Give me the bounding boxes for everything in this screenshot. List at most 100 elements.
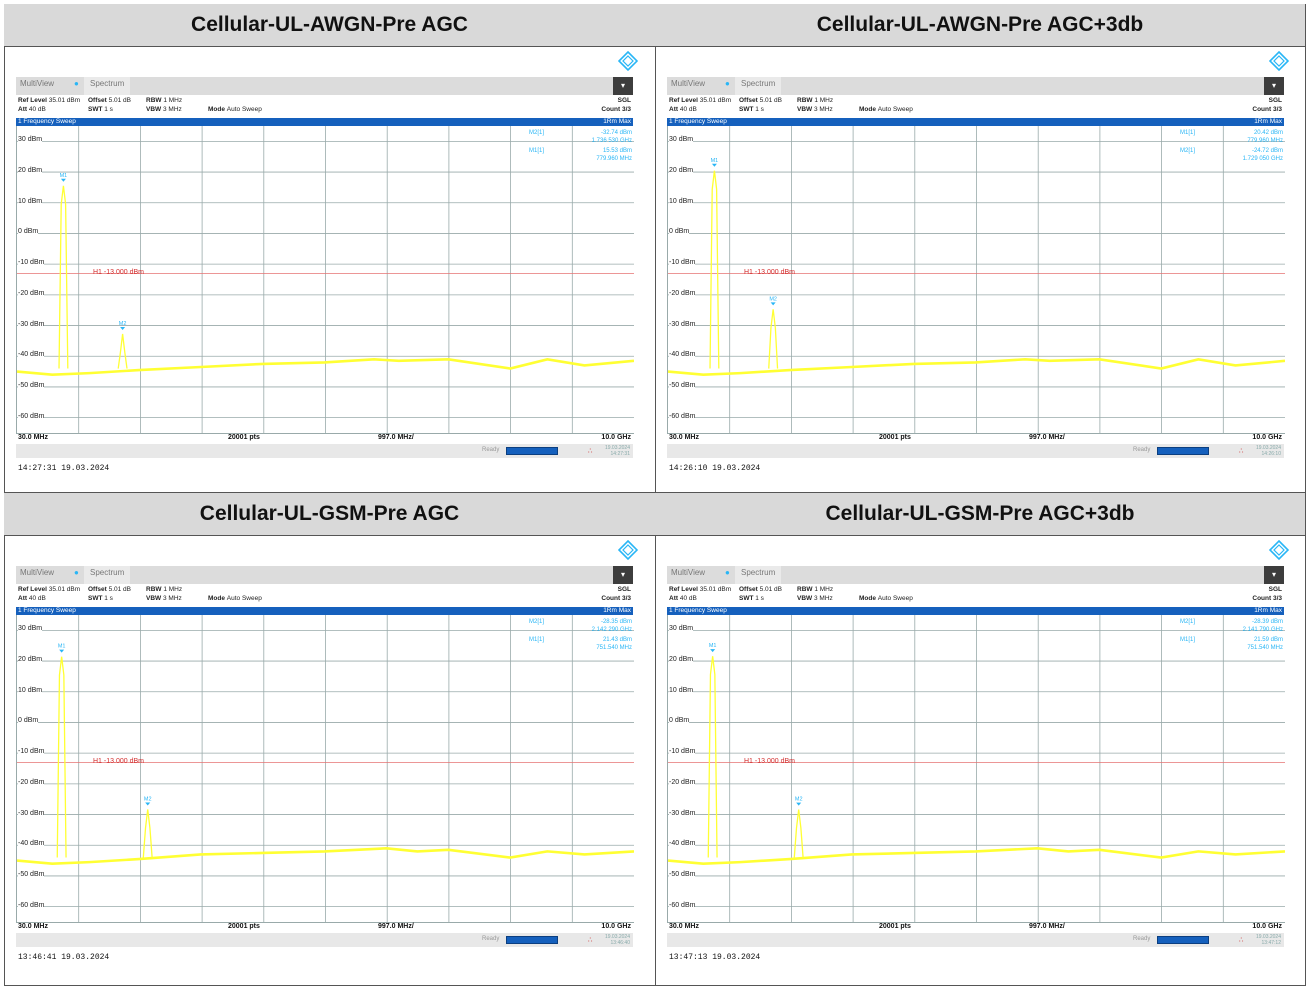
offset-label: Offset bbox=[739, 586, 760, 593]
att: Att 40 dB bbox=[18, 106, 46, 113]
rs-logo-icon bbox=[617, 539, 639, 561]
sweep-label: 1 Frequency Sweep bbox=[18, 607, 76, 614]
vbw-label: VBW bbox=[146, 595, 163, 602]
y-tick-label: -50 dBm bbox=[18, 870, 45, 878]
trace-noise-floor bbox=[17, 847, 634, 865]
swt-label: SWT bbox=[739, 106, 756, 113]
marker-m1-icon[interactable] bbox=[59, 649, 65, 653]
marker-table-freq: 751.540 MHz bbox=[1247, 645, 1283, 651]
status-ready-text: Ready bbox=[1133, 447, 1151, 453]
y-tick-label: 30 dBm bbox=[18, 136, 43, 144]
marker-m2-icon[interactable] bbox=[145, 802, 151, 806]
marker-table-level: 21.59 dBm bbox=[1253, 637, 1283, 643]
marker-table-level: -28.39 dBm bbox=[1251, 619, 1283, 625]
y-tick-label: 30 dBm bbox=[669, 625, 694, 633]
marker-m2-label: M2 bbox=[769, 296, 777, 302]
panel-title: Cellular-UL-GSM-Pre AGC bbox=[4, 493, 656, 536]
tab-spectrum[interactable]: Spectrum bbox=[84, 77, 131, 95]
panel-cell: MultiView ● Spectrum ▾ Ref Level 35.01 dBm Of… bbox=[4, 536, 656, 986]
marker-m2-icon[interactable] bbox=[796, 802, 802, 806]
tab-multiview[interactable]: MultiView bbox=[671, 568, 706, 577]
vbw-label: VBW bbox=[146, 106, 163, 113]
stop-frequency: 10.0 GHz bbox=[1252, 923, 1282, 930]
marker-table-name: M1[1] bbox=[529, 148, 545, 154]
analyzer-screenshot: MultiView ● Spectrum ▾ Ref Level 35.01 dBm Of… bbox=[12, 47, 644, 487]
h1-limit-label: H1 -13.000 dBm bbox=[744, 758, 795, 766]
capture-timestamp: 14:26:10 19.03.2024 bbox=[669, 464, 761, 473]
status-datetime: 19.03.2024 13:46:40 bbox=[605, 934, 630, 946]
tab-spectrum[interactable]: Spectrum bbox=[735, 77, 782, 95]
menu-dropdown-icon[interactable]: ▾ bbox=[1264, 77, 1284, 95]
network-icon: ∴ bbox=[1239, 937, 1244, 944]
status-ready-text: Ready bbox=[1133, 936, 1151, 942]
trace-label: 1Rm Max bbox=[603, 118, 631, 125]
rbw: RBW 1 MHz bbox=[797, 97, 833, 104]
sweep-points: 20001 pts bbox=[228, 434, 260, 441]
menu-dropdown-icon[interactable]: ▾ bbox=[1264, 566, 1284, 584]
trace-peak-m1 bbox=[709, 170, 720, 369]
marker-m1-icon[interactable] bbox=[711, 163, 717, 167]
y-tick-label: 10 dBm bbox=[18, 686, 43, 694]
att-label: Att bbox=[669, 106, 680, 113]
att: Att 40 dB bbox=[669, 106, 697, 113]
offset: Offset 5.01 dB bbox=[88, 586, 131, 593]
tab-multiview[interactable]: MultiView bbox=[20, 568, 55, 577]
tab-multiview[interactable]: MultiView bbox=[671, 79, 706, 88]
mode-label: Mode bbox=[208, 595, 227, 602]
mode: Mode Auto Sweep bbox=[859, 595, 913, 602]
tab-multiview[interactable]: MultiView bbox=[20, 79, 55, 88]
mode: Mode Auto Sweep bbox=[208, 106, 262, 113]
marker-table-level: -32.74 dBm bbox=[600, 130, 632, 136]
tab-close-icon[interactable]: ● bbox=[74, 568, 79, 577]
status-ready-text: Ready bbox=[482, 936, 500, 942]
marker-m1-icon[interactable] bbox=[60, 178, 66, 182]
status-datetime: 19.03.2024 14:27:31 bbox=[605, 445, 630, 457]
tab-close-icon[interactable]: ● bbox=[725, 568, 730, 577]
stop-frequency: 10.0 GHz bbox=[1252, 434, 1282, 441]
marker-m2-icon[interactable] bbox=[770, 302, 776, 306]
marker-m1-label: M1 bbox=[711, 158, 719, 164]
mode-value: Auto Sweep bbox=[877, 595, 913, 602]
tab-spectrum[interactable]: Spectrum bbox=[735, 566, 782, 584]
att: Att 40 dB bbox=[18, 595, 46, 602]
frequency-sweep-header: 1 Frequency Sweep 1Rm Max bbox=[667, 607, 1284, 615]
sweep-label: 1 Frequency Sweep bbox=[18, 118, 76, 125]
ref-level-label: Ref Level bbox=[669, 97, 700, 104]
att: Att 40 dB bbox=[669, 595, 697, 602]
menu-dropdown-icon[interactable]: ▾ bbox=[613, 566, 633, 584]
rbw-value: 1 MHz bbox=[814, 97, 834, 104]
offset: Offset 5.01 dB bbox=[739, 97, 782, 104]
start-frequency: 30.0 MHz bbox=[18, 923, 48, 930]
stop-frequency: 10.0 GHz bbox=[601, 434, 631, 441]
tab-close-icon[interactable]: ● bbox=[74, 79, 79, 88]
mode: Mode Auto Sweep bbox=[859, 106, 913, 113]
frequency-axis-footer: 30.0 MHz 20001 pts 997.0 MHz/10.0 GHz bbox=[16, 433, 633, 443]
status-ready-text: Ready bbox=[482, 447, 500, 453]
sweep-count: Count 3/3 bbox=[601, 595, 631, 602]
marker-m2-icon[interactable] bbox=[120, 326, 126, 330]
status-date: 19.03.2024 bbox=[604, 934, 630, 940]
att-value: 40 dB bbox=[679, 106, 697, 113]
att-label: Att bbox=[669, 595, 680, 602]
offset-label: Offset bbox=[88, 586, 109, 593]
sweep-count: Count 3/3 bbox=[1252, 106, 1282, 113]
menu-dropdown-icon[interactable]: ▾ bbox=[613, 77, 633, 95]
sgl-indicator: SGL bbox=[1268, 586, 1282, 593]
spectrum-trace-svg: M1 M2 bbox=[668, 126, 1285, 433]
marker-m2-label: M2 bbox=[144, 796, 152, 802]
marker-m1-icon[interactable] bbox=[710, 649, 716, 653]
marker-table-freq: 2.141 790 GHz bbox=[1242, 627, 1283, 633]
att-value: 40 dB bbox=[28, 106, 46, 113]
swt: SWT 1 s bbox=[739, 106, 764, 113]
swt-value: 1 s bbox=[104, 106, 113, 113]
tab-bar: MultiView ● Spectrum ▾ bbox=[667, 77, 1284, 95]
ref-level-label: Ref Level bbox=[18, 97, 49, 104]
status-datetime: 19.03.2024 14:26:10 bbox=[1256, 445, 1281, 457]
vbw: VBW 3 MHz bbox=[797, 595, 833, 602]
tab-spectrum[interactable]: Spectrum bbox=[84, 566, 131, 584]
ref-level-value: 35.01 dBm bbox=[699, 97, 732, 104]
tab-close-icon[interactable]: ● bbox=[725, 79, 730, 88]
capture-timestamp: 13:46:41 19.03.2024 bbox=[18, 953, 110, 962]
mode-label: Mode bbox=[859, 106, 878, 113]
y-tick-label: -10 dBm bbox=[669, 259, 696, 267]
